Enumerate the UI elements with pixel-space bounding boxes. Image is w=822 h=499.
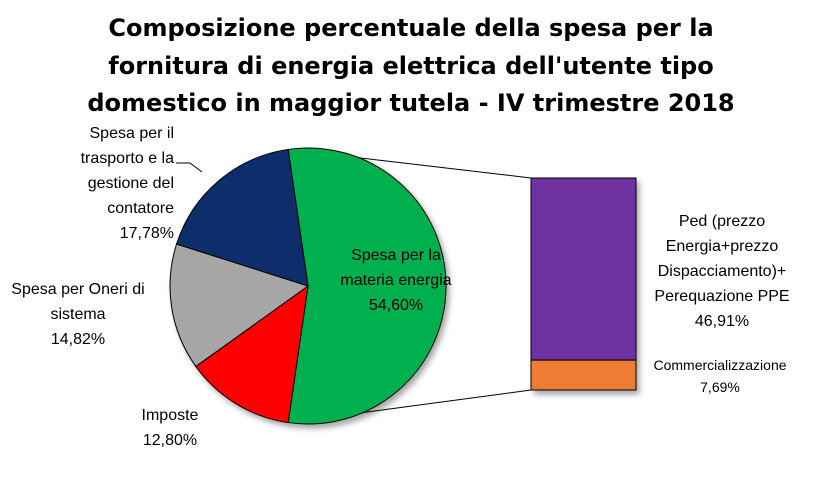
- slice-label-4: Spesa per il trasporto e la gestione del co…: [81, 125, 174, 242]
- bar-segment-2: [530, 359, 637, 391]
- title-line-2: fornitura di energia elettrica dell'uten…: [108, 52, 713, 80]
- data-labels: Spesa per la materia energia 54,60% Imposte…: [11, 125, 789, 449]
- pie-slice-4: [175, 148, 309, 287]
- slice-label-2: Imposte 12,80%: [142, 407, 199, 449]
- pie-slice-2: [195, 284, 309, 424]
- title-line-3: domestico in maggior tutela - IV trimest…: [87, 89, 734, 117]
- bar-segment-1: [530, 177, 637, 361]
- leader-line-trasporto: [176, 162, 203, 173]
- title-line-1: Composizione percentuale della spesa per…: [108, 14, 713, 42]
- slice-label-3: Spesa per Oneri di sistema 14,82%: [11, 281, 144, 348]
- leader-lines: [176, 162, 203, 173]
- slice-label-1: Spesa per la materia energia 54,60%: [340, 247, 451, 314]
- segment-label-1: Ped (prezzo Energia+prezzo Dispacciamento)…: [654, 213, 789, 330]
- pie: [169, 147, 447, 425]
- breakdown-stacked-bar: [530, 177, 637, 391]
- pie-slice-3: [169, 243, 310, 368]
- pie-slice-1: [287, 147, 447, 425]
- chart-title: Composizione percentuale della spesa per…: [87, 14, 734, 117]
- segment-label-2: Commercializzazione 7,69%: [653, 357, 786, 395]
